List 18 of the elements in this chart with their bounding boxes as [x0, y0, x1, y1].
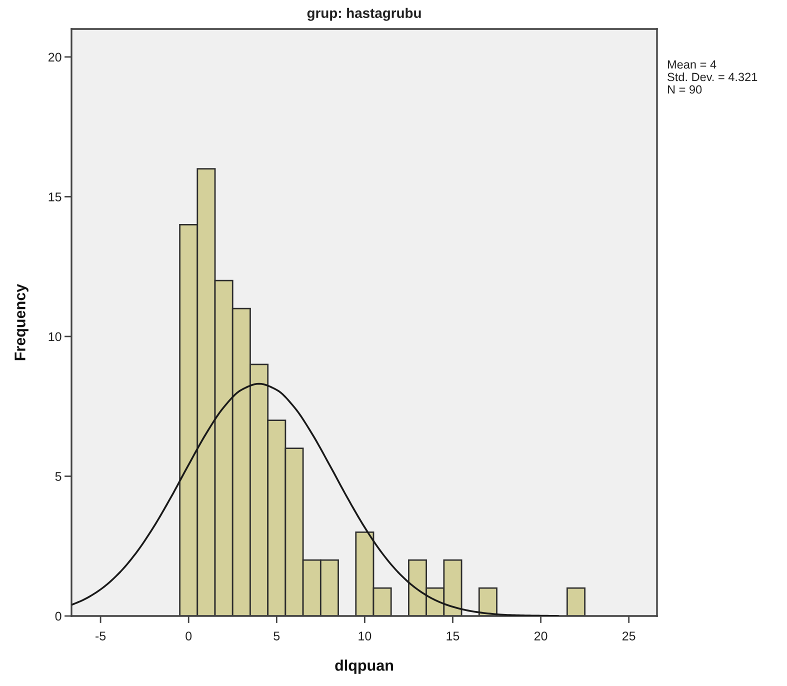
text: Mean = 4 — [668, 60, 716, 69]
x-axis-title: dlqpuan — [335, 660, 394, 674]
chart-title: grup: hastagrubu — [307, 8, 421, 21]
text: Std. Dev. = 4.321 — [668, 72, 758, 82]
x-tick-label: 25 — [622, 632, 636, 640]
x-tick-label: 0 — [186, 632, 192, 640]
x-tick-label: 20 — [534, 632, 548, 640]
y-tick-label: 20 — [48, 52, 62, 62]
y-tick-label: 5 — [55, 472, 62, 481]
x-tick-label: 5 — [274, 632, 280, 640]
x-tick-label: 15 — [446, 632, 460, 640]
text: N = 90 — [668, 85, 702, 94]
x-tick-label: -5 — [96, 632, 106, 640]
y-tick-label: 15 — [48, 192, 62, 202]
y-axis-title: Frequency — [14, 284, 28, 360]
x-tick-label: 10 — [358, 632, 372, 640]
y-tick-label: 0 — [55, 612, 62, 621]
y-tick-label: 10 — [48, 332, 62, 342]
